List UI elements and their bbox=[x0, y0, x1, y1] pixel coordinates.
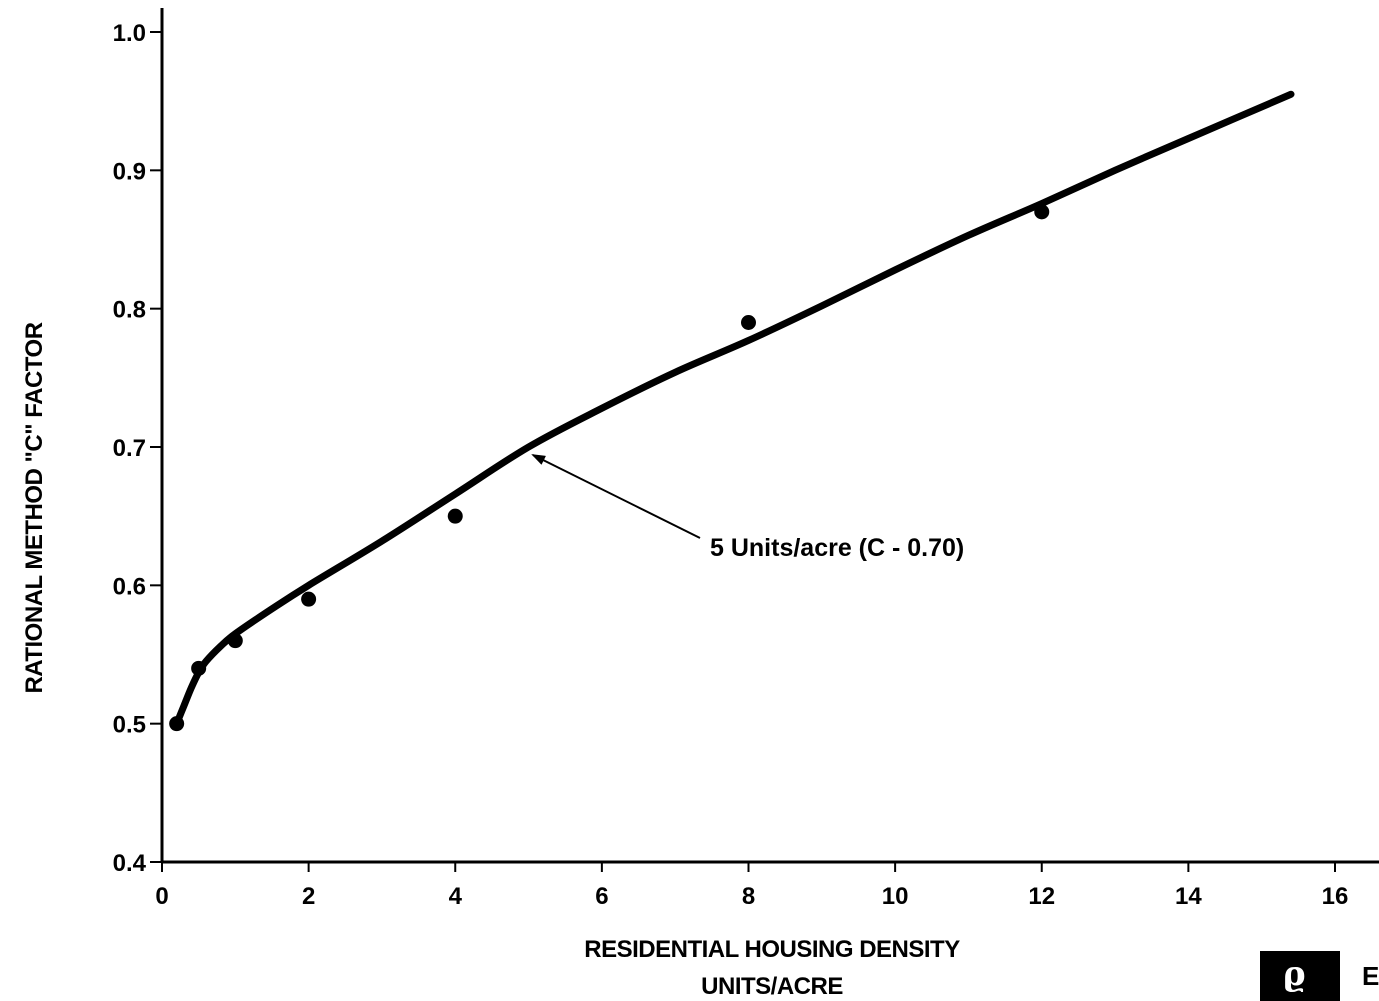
publisher-logo-letter: E bbox=[1362, 961, 1379, 991]
publisher-logo-glyph: ϱ bbox=[1283, 954, 1306, 994]
x-tick-label: 0 bbox=[155, 883, 168, 910]
data-point bbox=[1034, 204, 1050, 220]
x-tick-label: 8 bbox=[742, 883, 755, 910]
x-axis-title-line-2: UNITS/ACRE bbox=[701, 973, 843, 1000]
data-point bbox=[227, 633, 243, 649]
x-tick-label: 6 bbox=[595, 883, 608, 910]
y-tick-label: 0.9 bbox=[113, 158, 146, 185]
fitted-curve-line bbox=[173, 90, 1295, 728]
y-tick-label: 0.8 bbox=[113, 297, 146, 324]
x-tick-label: 10 bbox=[882, 883, 909, 910]
annotation-arrow bbox=[531, 454, 701, 539]
x-tick-label: 2 bbox=[302, 883, 315, 910]
annotation-layer: 5 Units/acre (C - 0.70) bbox=[531, 454, 964, 562]
annotation-label: 5 Units/acre (C - 0.70) bbox=[710, 534, 964, 562]
y-tick-label: 0.6 bbox=[113, 573, 146, 600]
x-tick-label: 12 bbox=[1028, 883, 1055, 910]
y-axis-title: RATIONAL METHOD "C" FACTOR bbox=[21, 322, 48, 693]
data-points-layer bbox=[169, 204, 1050, 732]
x-tick-label: 16 bbox=[1322, 883, 1349, 910]
data-point bbox=[301, 591, 317, 607]
data-point bbox=[169, 716, 185, 732]
data-point bbox=[191, 660, 207, 676]
y-tick-label: 0.5 bbox=[113, 712, 146, 739]
data-point bbox=[447, 508, 463, 524]
x-axis-ticks: 0 2 4 6 8 10 12 14 16 bbox=[155, 862, 1348, 910]
axes bbox=[160, 8, 1379, 864]
data-point bbox=[741, 315, 756, 330]
y-tick-label: 0.7 bbox=[113, 435, 146, 462]
fitted-curve-layer bbox=[173, 90, 1295, 728]
y-axis-ticks: 0.4 0.5 0.6 0.7 0.8 0.9 1.0 bbox=[113, 20, 162, 877]
x-tick-label: 4 bbox=[449, 883, 463, 910]
publisher-logo-box bbox=[1260, 951, 1340, 1001]
x-axis-title-line-1: RESIDENTIAL HOUSING DENSITY bbox=[584, 936, 960, 963]
x-tick-label: 14 bbox=[1175, 883, 1202, 910]
y-tick-label: 1.0 bbox=[113, 20, 146, 47]
y-tick-label: 0.4 bbox=[113, 850, 147, 877]
